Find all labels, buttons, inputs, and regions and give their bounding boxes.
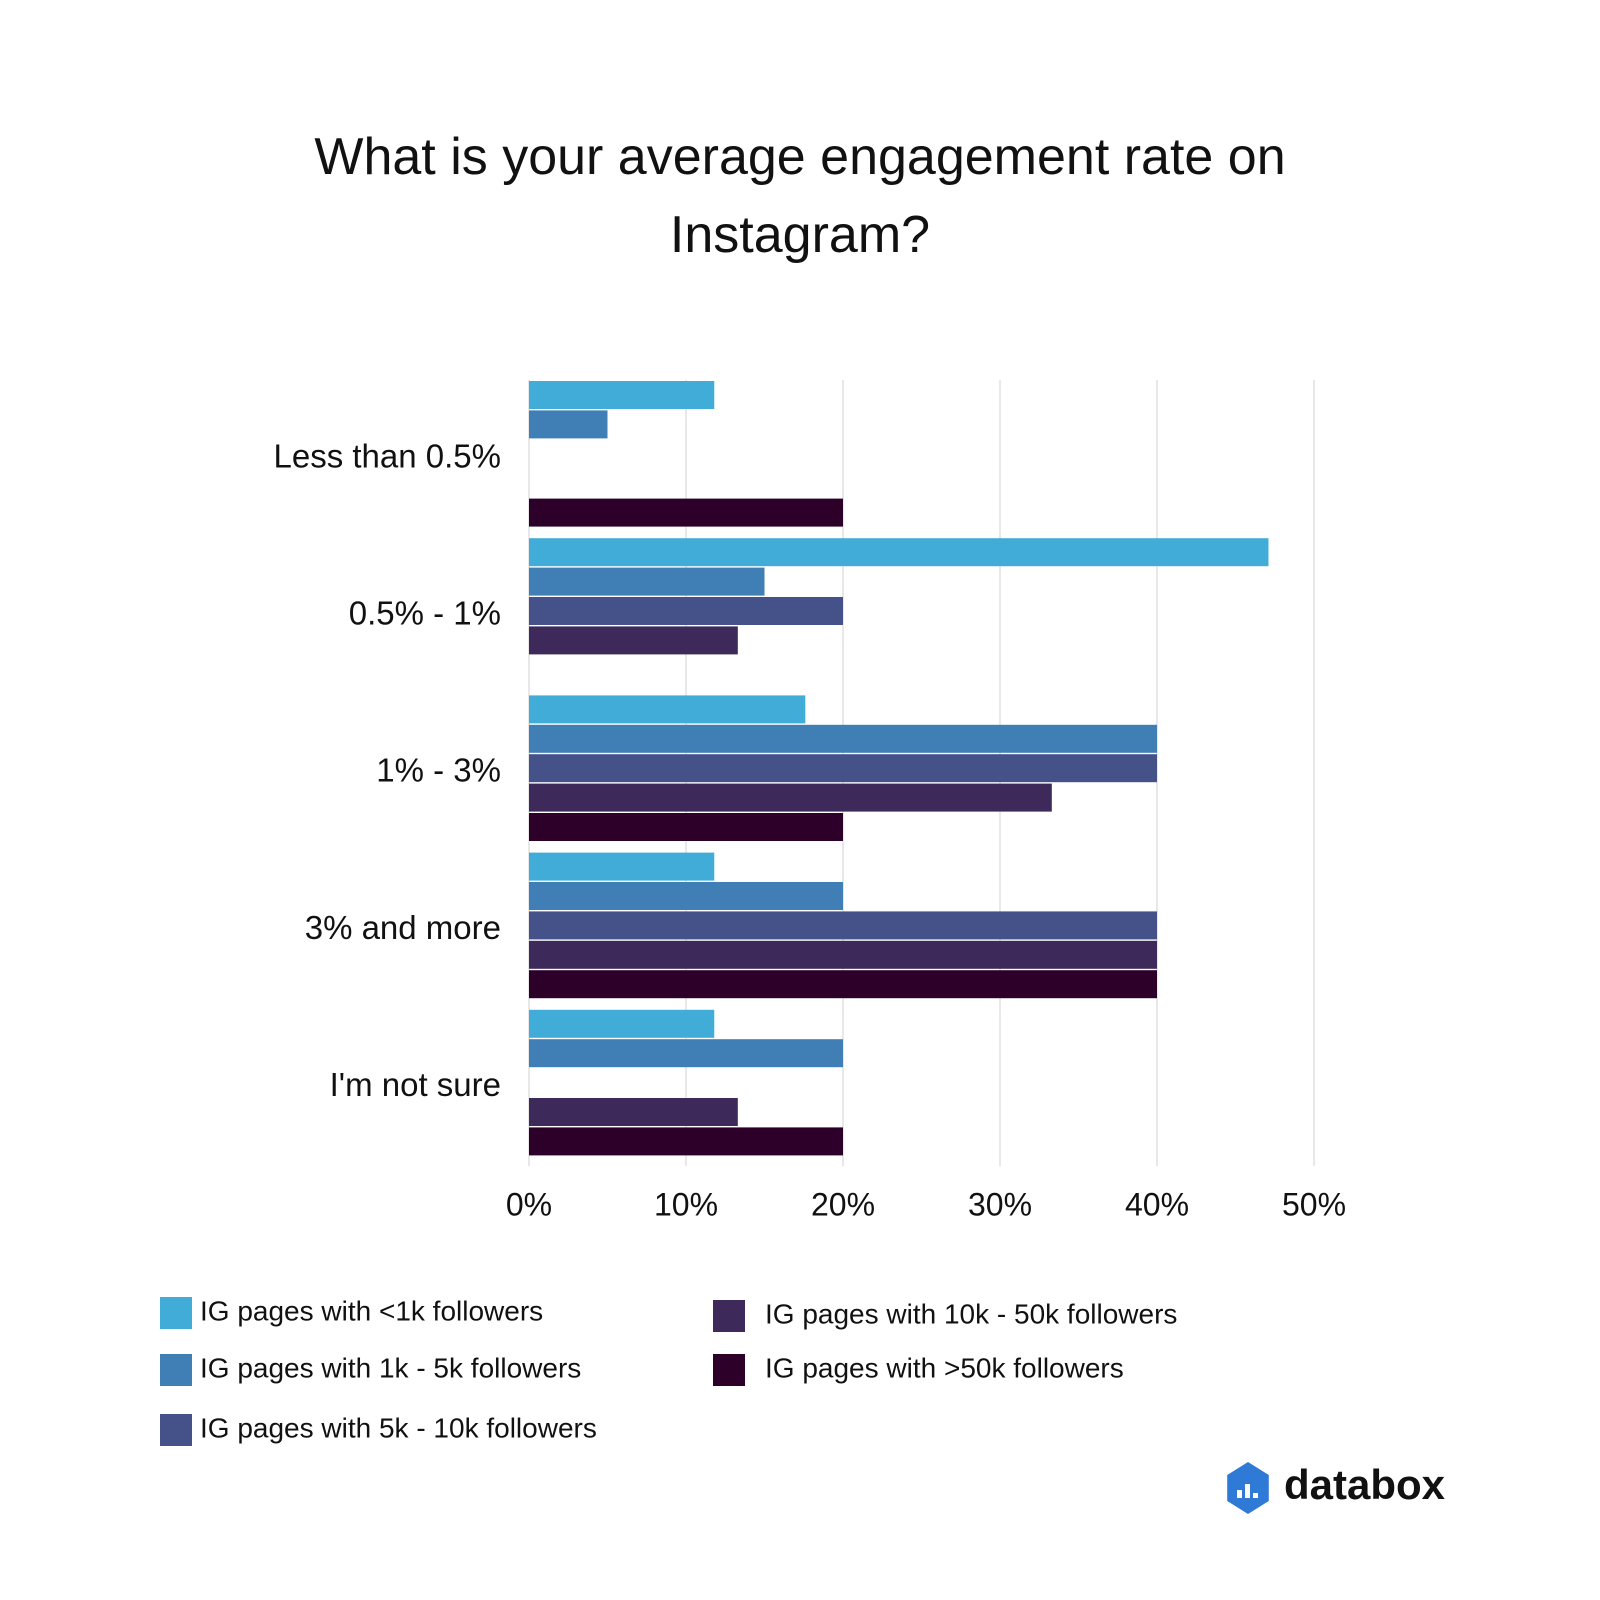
legend-swatch [160,1297,192,1329]
x-tick-label: 0% [506,1186,552,1222]
bar [529,567,765,596]
bar [529,852,715,881]
legend-swatch [713,1354,745,1386]
x-tick-label: 50% [1282,1186,1346,1222]
bar [529,626,738,655]
x-tick-label: 40% [1125,1186,1189,1222]
legend-swatch [713,1300,745,1332]
bar [529,381,715,409]
chart-title: What is your average engagement rate on … [314,128,1286,264]
legend-label: IG pages with 10k - 50k followers [765,1298,1177,1329]
bar [529,813,843,841]
bar [529,1039,843,1068]
x-tick-label: 20% [811,1186,875,1222]
y-tick-label: Less than 0.5% [274,437,502,474]
bar [529,538,1269,567]
y-tick-label: 0.5% - 1% [349,595,501,632]
bar [529,695,806,724]
logo-bar [1245,1484,1250,1498]
bar [529,597,843,625]
bar [529,882,843,910]
logo-text: databox [1284,1461,1446,1508]
bar [529,1098,738,1126]
bar [529,498,843,527]
bar [529,1127,843,1156]
bar [529,1009,715,1038]
bar [529,754,1157,783]
legend-label: IG pages with <1k followers [200,1295,543,1326]
y-tick-label: 1% - 3% [376,752,501,789]
legend-label: IG pages with >50k followers [765,1352,1124,1383]
logo-bar [1237,1490,1242,1498]
x-tick-label: 10% [654,1186,718,1222]
legend-label: IG pages with 1k - 5k followers [200,1352,581,1383]
legend-label: IG pages with 5k - 10k followers [200,1412,597,1443]
bar [529,940,1157,969]
bar [529,970,1157,999]
bar [529,911,1157,940]
legend-swatch [160,1414,192,1446]
bar [529,724,1157,753]
legend-swatch [160,1354,192,1386]
logo-bar [1253,1493,1258,1498]
bar [529,783,1052,812]
bar [529,410,608,439]
y-tick-label: I'm not sure [330,1066,501,1103]
y-tick-label: 3% and more [305,909,501,946]
x-tick-label: 30% [968,1186,1032,1222]
